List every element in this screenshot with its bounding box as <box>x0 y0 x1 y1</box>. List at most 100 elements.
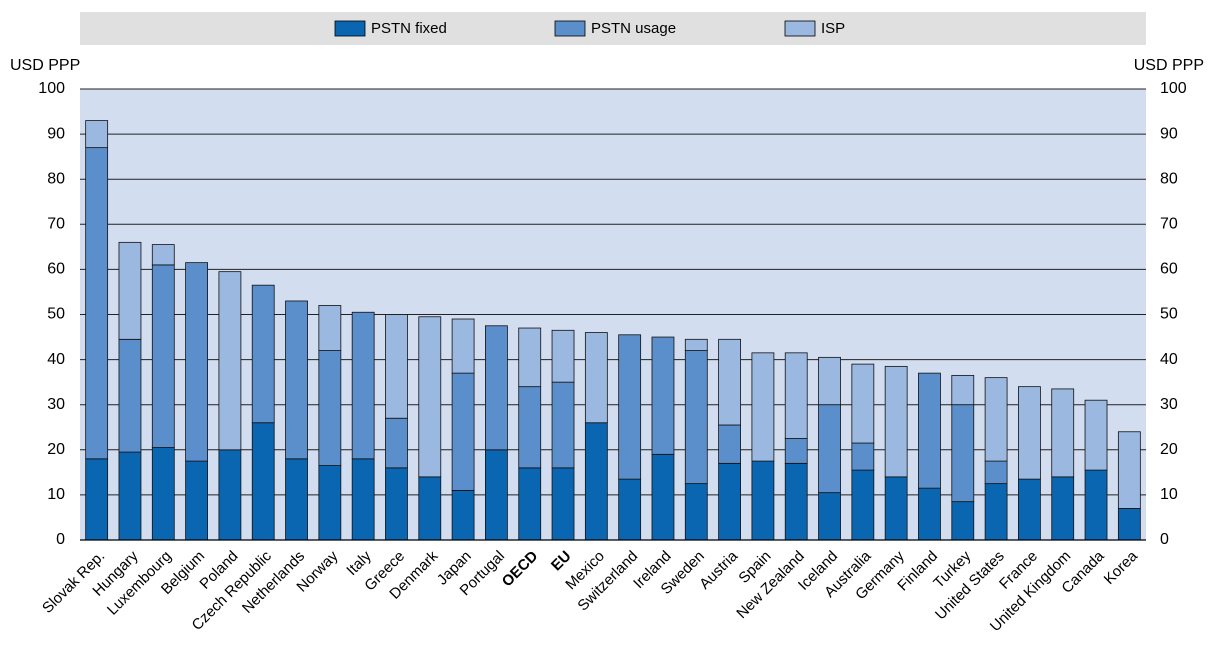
y-tick-label: 60 <box>47 261 65 278</box>
bar-segment <box>318 305 342 351</box>
bar-segment <box>151 447 175 541</box>
y-tick-label: 50 <box>47 306 65 323</box>
bar-segment <box>451 372 475 491</box>
bar-segment <box>485 325 508 451</box>
bar-segment <box>485 449 508 541</box>
bar-segment <box>684 483 708 541</box>
y2-tick-label: 70 <box>1160 216 1178 233</box>
bar-segment <box>784 352 808 439</box>
bar-segment <box>451 318 475 374</box>
bar-segment <box>718 338 741 426</box>
y2-tick-label: 30 <box>1160 396 1178 413</box>
bar-segment <box>584 422 608 541</box>
bar-segment <box>385 314 408 419</box>
y2-tick-label: 90 <box>1160 125 1178 142</box>
bar-segment <box>818 404 841 494</box>
y-tick-label: 90 <box>47 125 65 142</box>
bar-segment <box>318 465 342 541</box>
bar-segment <box>151 264 175 448</box>
y2-tick-label: 20 <box>1160 441 1178 458</box>
bar-segment <box>185 262 208 462</box>
y2-tick-label: 50 <box>1160 306 1178 323</box>
bar-segment <box>118 338 142 453</box>
bar-segment <box>518 467 542 541</box>
bar-segment <box>984 460 1008 485</box>
bar-segment <box>651 336 675 455</box>
bar-segment <box>385 467 408 541</box>
bar-segment <box>984 483 1008 541</box>
bar-segment <box>884 365 908 478</box>
bar-segment <box>618 334 642 480</box>
bar-segment <box>151 244 175 266</box>
y2-axis-label: USD PPP <box>1134 57 1204 74</box>
y-tick-label: 40 <box>47 351 65 368</box>
bar-segment <box>85 458 109 541</box>
x-tick-label: OECD <box>499 548 542 591</box>
bar-segment <box>385 417 408 469</box>
bar-segment <box>351 311 375 460</box>
bar-segment <box>918 487 941 541</box>
bar-segment <box>218 449 242 541</box>
legend-background <box>80 12 1146 45</box>
y2-tick-label: 10 <box>1160 486 1178 503</box>
y2-tick-label: 0 <box>1160 531 1169 548</box>
y-tick-label: 80 <box>47 170 65 187</box>
bar-segment <box>1084 469 1108 541</box>
x-tick-label: EU <box>548 548 575 575</box>
bar-segment <box>518 386 542 469</box>
y-axis-label: USD PPP <box>10 57 80 74</box>
y2-tick-label: 40 <box>1160 351 1178 368</box>
bar-segment <box>118 451 142 541</box>
bar-segment <box>551 329 575 383</box>
bar-segment <box>651 453 675 541</box>
legend-label: PSTN usage <box>591 20 676 37</box>
bar-segment <box>951 374 975 406</box>
legend-swatch <box>334 20 366 37</box>
bar-segment <box>618 478 642 541</box>
bar-segment <box>951 404 975 503</box>
bar-segment <box>118 241 142 340</box>
bar-segment <box>918 372 941 489</box>
legend-label: ISP <box>821 20 845 37</box>
bar-segment <box>451 489 475 541</box>
bar-segment <box>684 350 708 485</box>
bar-segment <box>518 327 542 388</box>
bar-segment <box>85 120 109 149</box>
legend-swatch <box>784 20 816 37</box>
y2-tick-label: 60 <box>1160 261 1178 278</box>
bar-segment <box>718 462 741 541</box>
bar-segment <box>818 492 841 541</box>
bar-segment <box>1018 478 1041 541</box>
bar-segment <box>718 424 741 464</box>
bar-segment <box>851 442 875 471</box>
bar-segment <box>584 332 608 424</box>
x-tick-label: Korea <box>1101 547 1142 588</box>
bar-segment <box>784 462 808 541</box>
y-tick-label: 100 <box>38 80 65 97</box>
bar-segment <box>1051 476 1075 541</box>
bar-segment <box>85 147 109 460</box>
bar-segment <box>285 300 308 460</box>
bar-segment <box>884 476 908 541</box>
y2-tick-label: 80 <box>1160 170 1178 187</box>
bar-segment <box>1084 399 1108 471</box>
y-tick-label: 30 <box>47 396 65 413</box>
y-tick-label: 0 <box>56 531 65 548</box>
bar-segment <box>318 350 342 466</box>
bar-segment <box>684 338 708 351</box>
bar-segment <box>951 501 975 541</box>
bar-segment <box>251 422 275 541</box>
bar-segment <box>751 460 775 541</box>
bar-segment <box>1051 388 1075 478</box>
y-tick-label: 20 <box>47 441 65 458</box>
bar-segment <box>218 271 242 451</box>
bar-segment <box>818 356 841 406</box>
bar-segment <box>1018 386 1041 480</box>
bar-segment <box>418 476 442 541</box>
y-tick-label: 10 <box>47 486 65 503</box>
y2-tick-label: 100 <box>1160 80 1187 97</box>
bar-segment <box>351 458 375 541</box>
bar-segment <box>1117 431 1141 509</box>
x-tick-label: Austria <box>696 547 741 592</box>
